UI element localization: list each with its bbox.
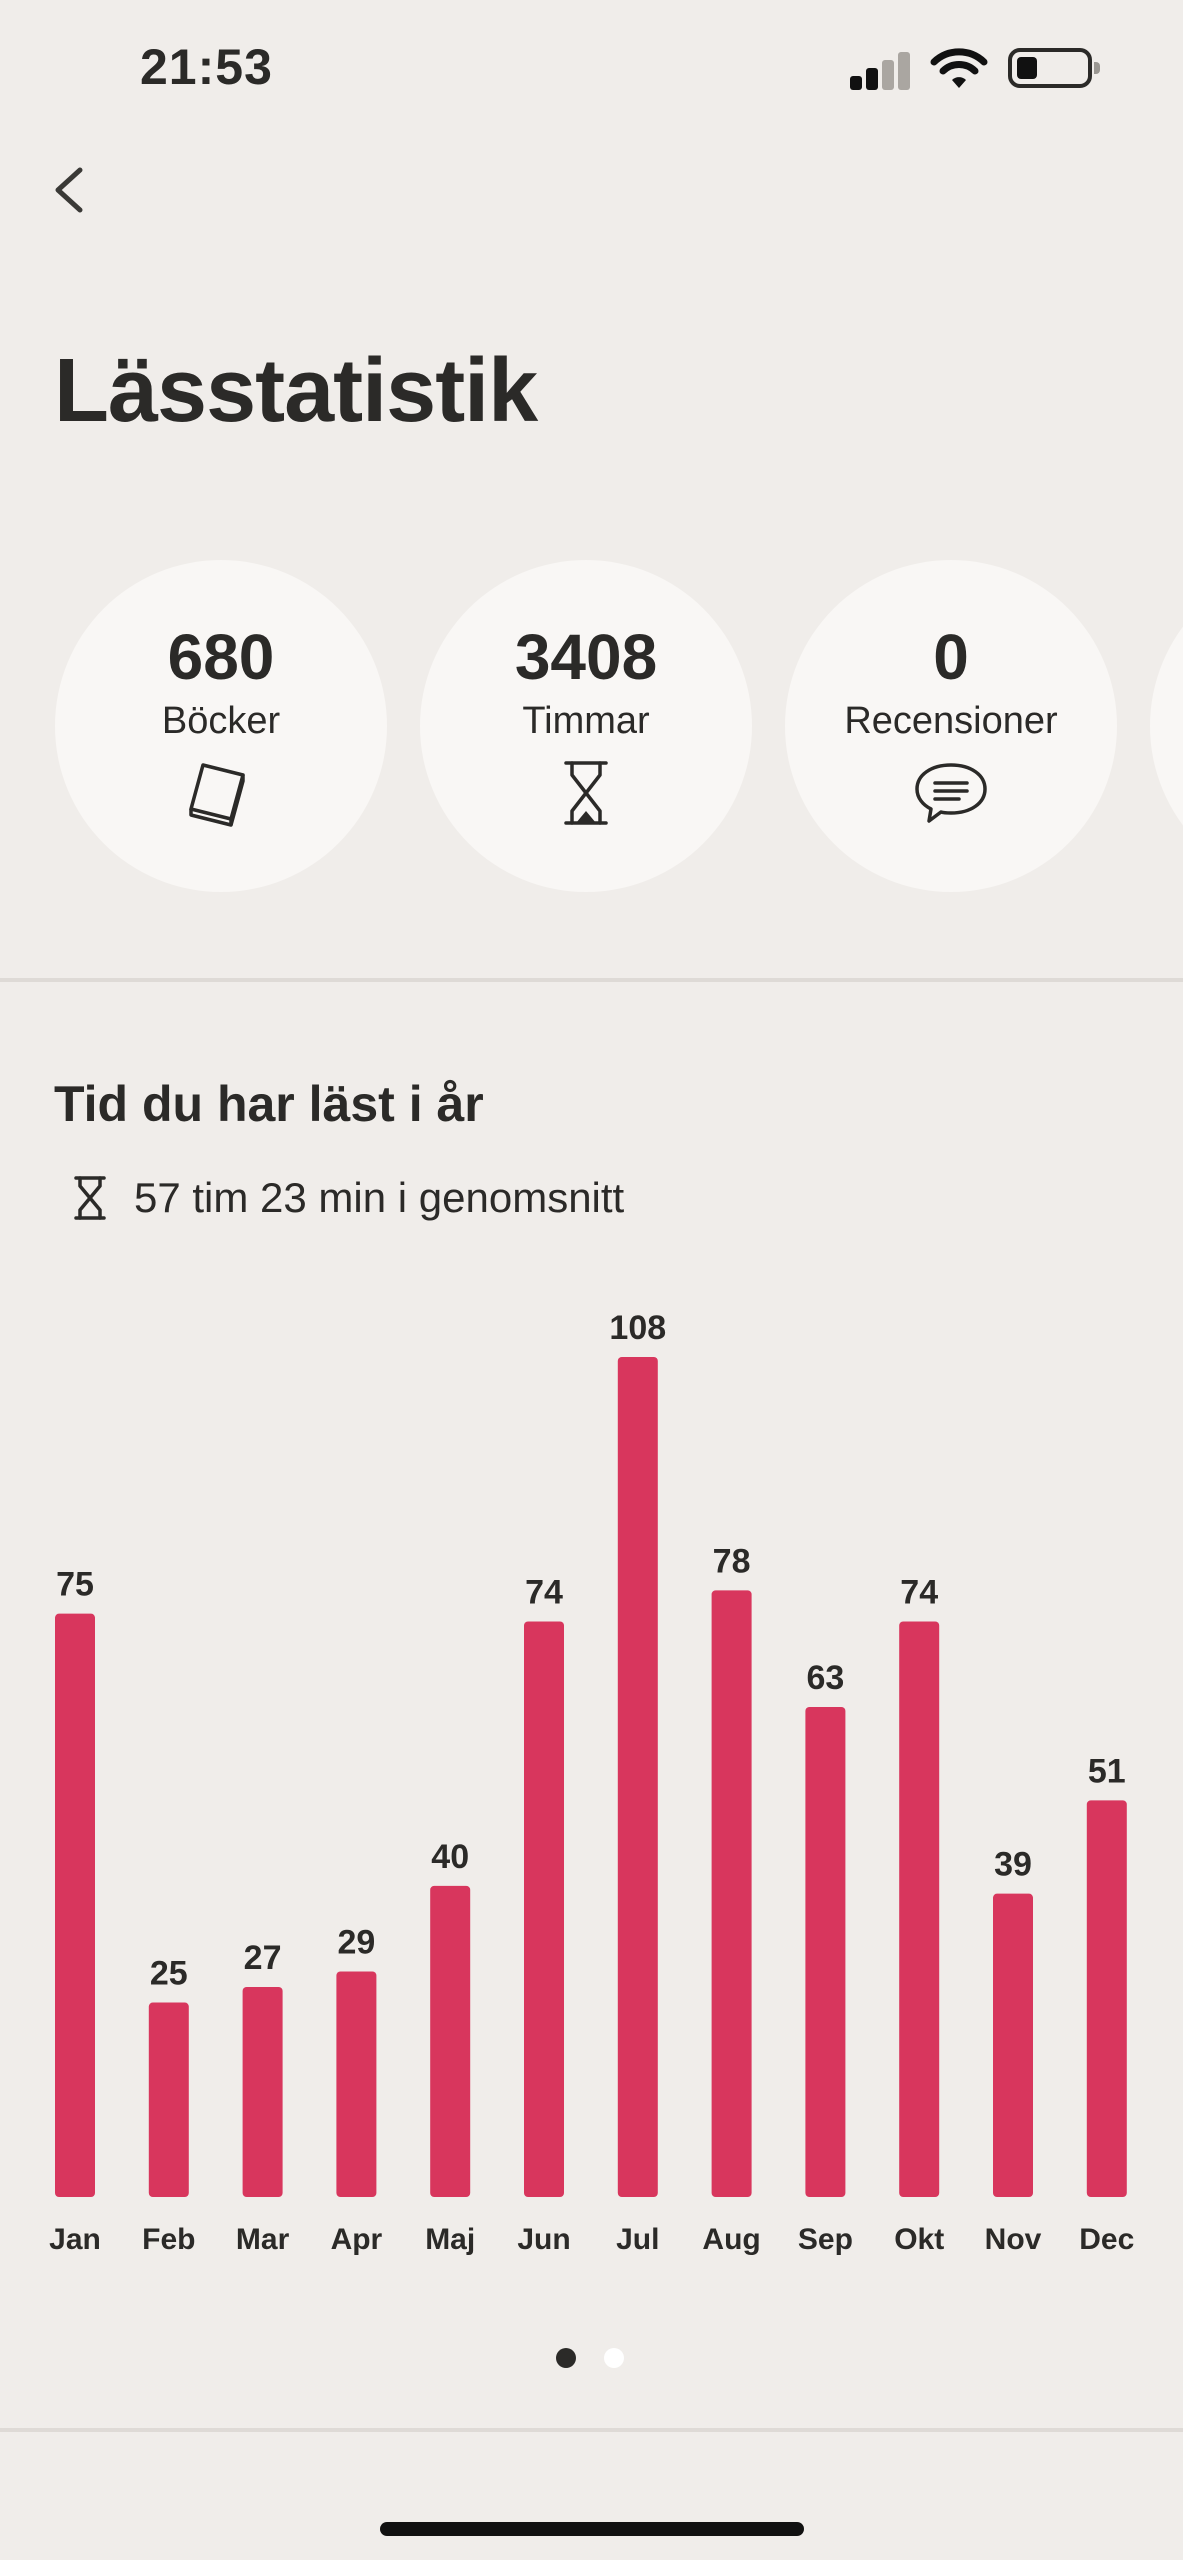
tick-label-feb: Feb: [142, 2223, 195, 2256]
hourglass-icon: [564, 761, 608, 825]
data-label-feb: 25: [150, 1955, 188, 1993]
home-indicator[interactable]: [380, 2522, 804, 2536]
tick-label-sep: Sep: [798, 2223, 853, 2256]
status-time: 21:53: [140, 39, 273, 95]
battery-icon: [1008, 48, 1100, 88]
wifi-icon: [930, 48, 988, 88]
tick-label-mar: Mar: [236, 2223, 290, 2256]
stat-hours-value: 3408: [514, 621, 658, 693]
data-label-nov: 39: [994, 1846, 1032, 1884]
tick-label-dec: Dec: [1079, 2223, 1134, 2256]
stat-reviews-value: 0: [933, 621, 969, 693]
average-row: 57 tim 23 min i genomsnitt: [70, 1168, 624, 1228]
tick-label-jul: Jul: [616, 2223, 659, 2256]
data-label-mar: 27: [244, 1939, 282, 1977]
stat-hours-label: Timmar: [522, 700, 650, 742]
bar-sep[interactable]: [805, 1707, 846, 2197]
section-title: Tid du har läst i år: [54, 1076, 484, 1132]
average-text: 57 tim 23 min i genomsnitt: [134, 1174, 625, 1221]
tick-label-jun: Jun: [517, 2223, 570, 2256]
bar-jan[interactable]: [55, 1613, 95, 2197]
data-label-jan: 75: [56, 1566, 94, 1604]
bar-maj[interactable]: [430, 1885, 471, 2197]
page-dot-1[interactable]: [556, 2348, 576, 2368]
data-label-aug: 78: [713, 1542, 751, 1580]
stat-hours[interactable]: 3408 Timmar: [420, 560, 752, 892]
monthly-reading-chart: 75 Jan 25 Feb 27 Mar 29 Apr 40 Maj 74 Jun 108 Jul 78 Au…: [49, 1309, 1134, 2256]
tick-label-jan: Jan: [49, 2223, 101, 2256]
data-label-sep: 63: [806, 1659, 844, 1697]
bar-feb[interactable]: [148, 2002, 189, 2197]
stat-books-value: 680: [167, 621, 275, 693]
divider: [0, 978, 1183, 982]
bar-apr[interactable]: [336, 1971, 377, 2197]
bar-okt[interactable]: [899, 1621, 940, 2197]
tick-label-aug: Aug: [702, 2223, 760, 2256]
tick-label-apr: Apr: [331, 2223, 383, 2256]
bar-aug[interactable]: [711, 1590, 752, 2197]
data-label-jun: 74: [525, 1573, 563, 1611]
cellular-signal-icon: [850, 50, 912, 90]
data-label-maj: 40: [431, 1838, 469, 1876]
page-dot-2[interactable]: [604, 2348, 624, 2368]
bar-dec[interactable]: [1086, 1800, 1127, 2197]
hourglass-icon: [74, 1176, 106, 1220]
tick-label-nov: Nov: [985, 2223, 1042, 2256]
bar-mar[interactable]: [242, 1987, 283, 2197]
stat-books[interactable]: 680 Böcker: [55, 560, 387, 892]
page-title: Lässtatistik: [54, 341, 538, 441]
speech-bubble-icon: [915, 763, 987, 823]
bottom-divider: [0, 2428, 1183, 2432]
tick-label-okt: Okt: [894, 2223, 944, 2256]
stat-reviews-label: Recensioner: [844, 700, 1058, 742]
data-label-jul: 108: [609, 1309, 666, 1347]
data-label-apr: 29: [337, 1923, 375, 1961]
stats-carousel[interactable]: 680 Böcker 3408 Timmar 0 Recensioner: [0, 560, 1183, 895]
data-label-okt: 74: [900, 1573, 938, 1611]
stat-reviews[interactable]: 0 Recensioner: [785, 560, 1117, 892]
tick-label-maj: Maj: [425, 2223, 475, 2256]
back-button[interactable]: [40, 150, 100, 230]
book-icon: [189, 763, 245, 827]
status-bar: 21:53: [0, 0, 1183, 140]
data-label-dec: 51: [1088, 1752, 1126, 1790]
bar-nov[interactable]: [993, 1893, 1033, 2197]
stat-books-label: Böcker: [161, 700, 281, 742]
bar-jun[interactable]: [524, 1621, 564, 2197]
page-indicator[interactable]: [0, 2346, 1183, 2370]
bar-jul[interactable]: [617, 1357, 658, 2197]
stat-next-partial[interactable]: [1150, 560, 1183, 892]
